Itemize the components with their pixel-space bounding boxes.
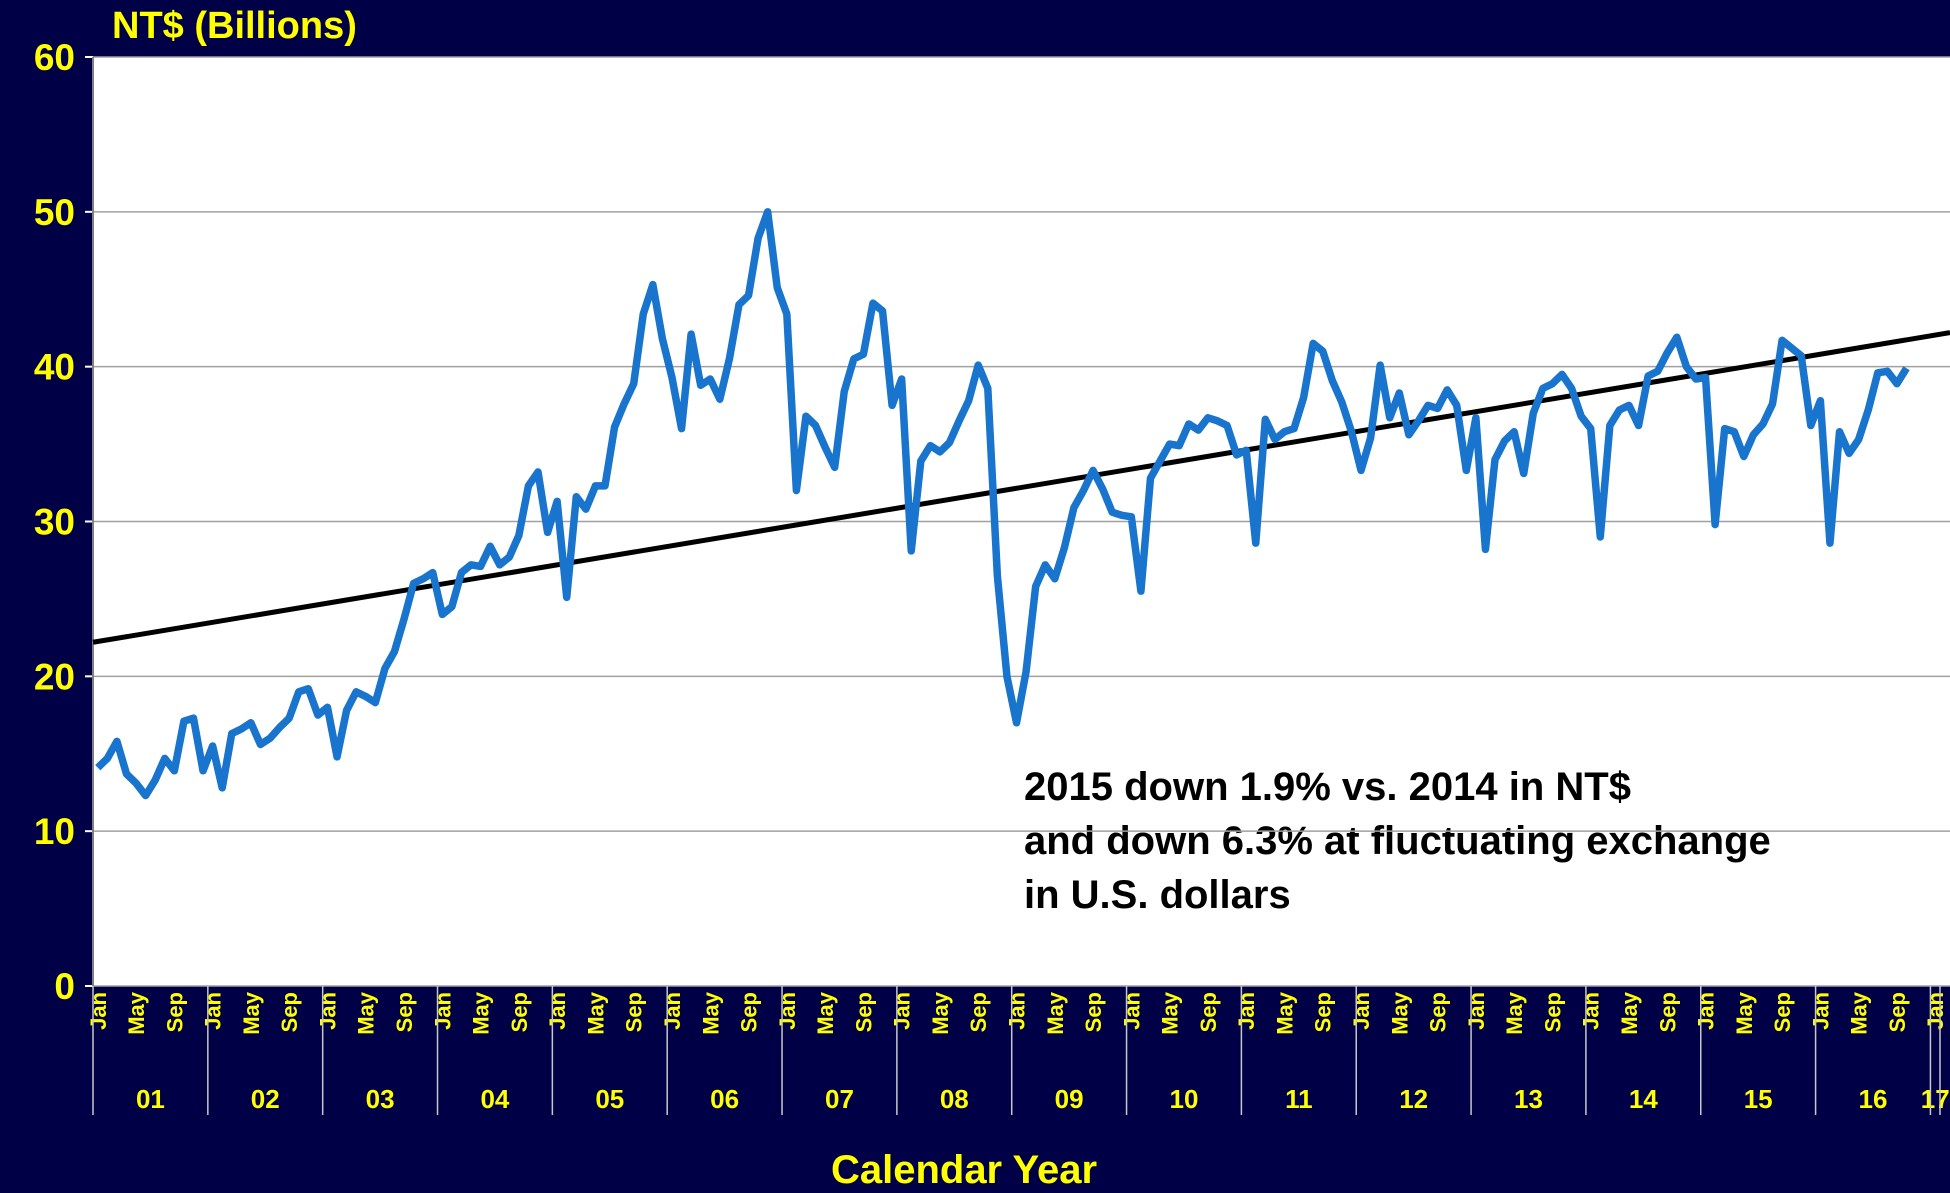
x-tick-label: Jan <box>86 992 111 1030</box>
x-tick-label: Jan <box>1808 992 1833 1030</box>
x-tick-label: Jan <box>890 992 915 1030</box>
year-label: 08 <box>940 1084 969 1114</box>
year-label: 17 <box>1921 1084 1950 1114</box>
x-tick-label: Sep <box>392 992 417 1032</box>
year-label: 12 <box>1399 1084 1428 1114</box>
x-tick-label: Sep <box>966 992 991 1032</box>
x-tick-label: May <box>1617 991 1642 1035</box>
annotation-line: in U.S. dollars <box>1024 873 1291 917</box>
x-tick-label: Sep <box>851 992 876 1032</box>
year-label: 16 <box>1859 1084 1888 1114</box>
x-tick-label: May <box>124 991 149 1035</box>
x-tick-label: May <box>239 991 264 1035</box>
data-line <box>95 208 1910 800</box>
year-label: 15 <box>1744 1084 1773 1114</box>
x-tick-label: May <box>928 991 953 1035</box>
x-tick-label: Jan <box>1579 992 1604 1030</box>
x-tick-label: May <box>698 991 723 1035</box>
y-tick-label: 40 <box>34 347 75 388</box>
year-label: 10 <box>1170 1084 1199 1114</box>
x-tick-label: Jan <box>1464 992 1489 1030</box>
x-tick-label: Jan <box>430 992 455 1030</box>
year-label: 02 <box>251 1084 280 1114</box>
year-label: 09 <box>1055 1084 1084 1114</box>
x-tick-label: May <box>354 991 379 1035</box>
x-tick-label: May <box>1502 991 1527 1035</box>
x-tick-label: Sep <box>1885 992 1910 1032</box>
x-tick-label: May <box>1272 991 1297 1035</box>
annotation-line: and down 6.3% at fluctuating exchange <box>1024 819 1771 863</box>
x-tick-label: May <box>1847 991 1872 1035</box>
x-tick-label: Jan <box>1234 992 1259 1030</box>
x-tick-label: Sep <box>1770 992 1795 1032</box>
x-tick-label: Jan <box>775 992 800 1030</box>
x-tick-label: Jan <box>1694 992 1719 1030</box>
x-tick-label: Jan <box>1923 992 1948 1030</box>
trend-line <box>92 330 1950 645</box>
year-label: 04 <box>480 1084 509 1114</box>
x-tick-label: Sep <box>622 992 647 1032</box>
x-tick-label: May <box>583 991 608 1035</box>
x-tick-label: Sep <box>1655 992 1680 1032</box>
annotation: 2015 down 1.9% vs. 2014 in NT$ and down 6… <box>1024 765 1771 917</box>
year-label: 05 <box>595 1084 624 1114</box>
y-tick-label: 50 <box>34 192 75 233</box>
year-label: 01 <box>136 1084 165 1114</box>
y-tick-label: 60 <box>34 37 75 78</box>
y-tick-label: 10 <box>34 811 75 852</box>
x-tick-label: May <box>1043 991 1068 1035</box>
x-tick-label: May <box>1732 991 1757 1035</box>
x-tick-label: Jan <box>660 992 685 1030</box>
year-label: 11 <box>1285 1084 1313 1114</box>
x-tick-label: May <box>1158 991 1183 1035</box>
x-tick-label: Sep <box>277 992 302 1032</box>
chart-title: NT$ (Billions) <box>112 5 357 47</box>
year-label: 03 <box>366 1084 395 1114</box>
x-tick-label: Sep <box>737 992 762 1032</box>
x-tick-label: Jan <box>545 992 570 1030</box>
x-tick-label: Jan <box>315 992 340 1030</box>
x-tick-label: Jan <box>1349 992 1374 1030</box>
x-axis-label: Calendar Year <box>831 1148 1097 1192</box>
y-tick-label: 30 <box>34 502 75 543</box>
x-tick-label: Jan <box>1005 992 1030 1030</box>
annotation-line: 2015 down 1.9% vs. 2014 in NT$ <box>1024 765 1631 809</box>
x-tick-label: Jan <box>201 992 226 1030</box>
x-tick-label: May <box>1387 991 1412 1035</box>
year-label: 14 <box>1629 1084 1658 1114</box>
x-tick-label: Sep <box>1540 992 1565 1032</box>
year-label: 06 <box>710 1084 739 1114</box>
x-tick-label: Jan <box>1119 992 1144 1030</box>
x-tick-label: Sep <box>1311 992 1336 1032</box>
x-tick-label: Sep <box>1426 992 1451 1032</box>
x-tick-label: Sep <box>507 992 532 1032</box>
y-tick-label: 20 <box>34 656 75 697</box>
y-tick-label: 0 <box>54 966 75 1007</box>
x-tick-label: May <box>813 991 838 1035</box>
x-tick-label: Sep <box>162 992 187 1032</box>
x-tick-label: Sep <box>1196 992 1221 1032</box>
year-label: 13 <box>1514 1084 1543 1114</box>
x-tick-label: May <box>469 991 494 1035</box>
x-tick-label: Sep <box>1081 992 1106 1032</box>
year-label: 07 <box>825 1084 854 1114</box>
